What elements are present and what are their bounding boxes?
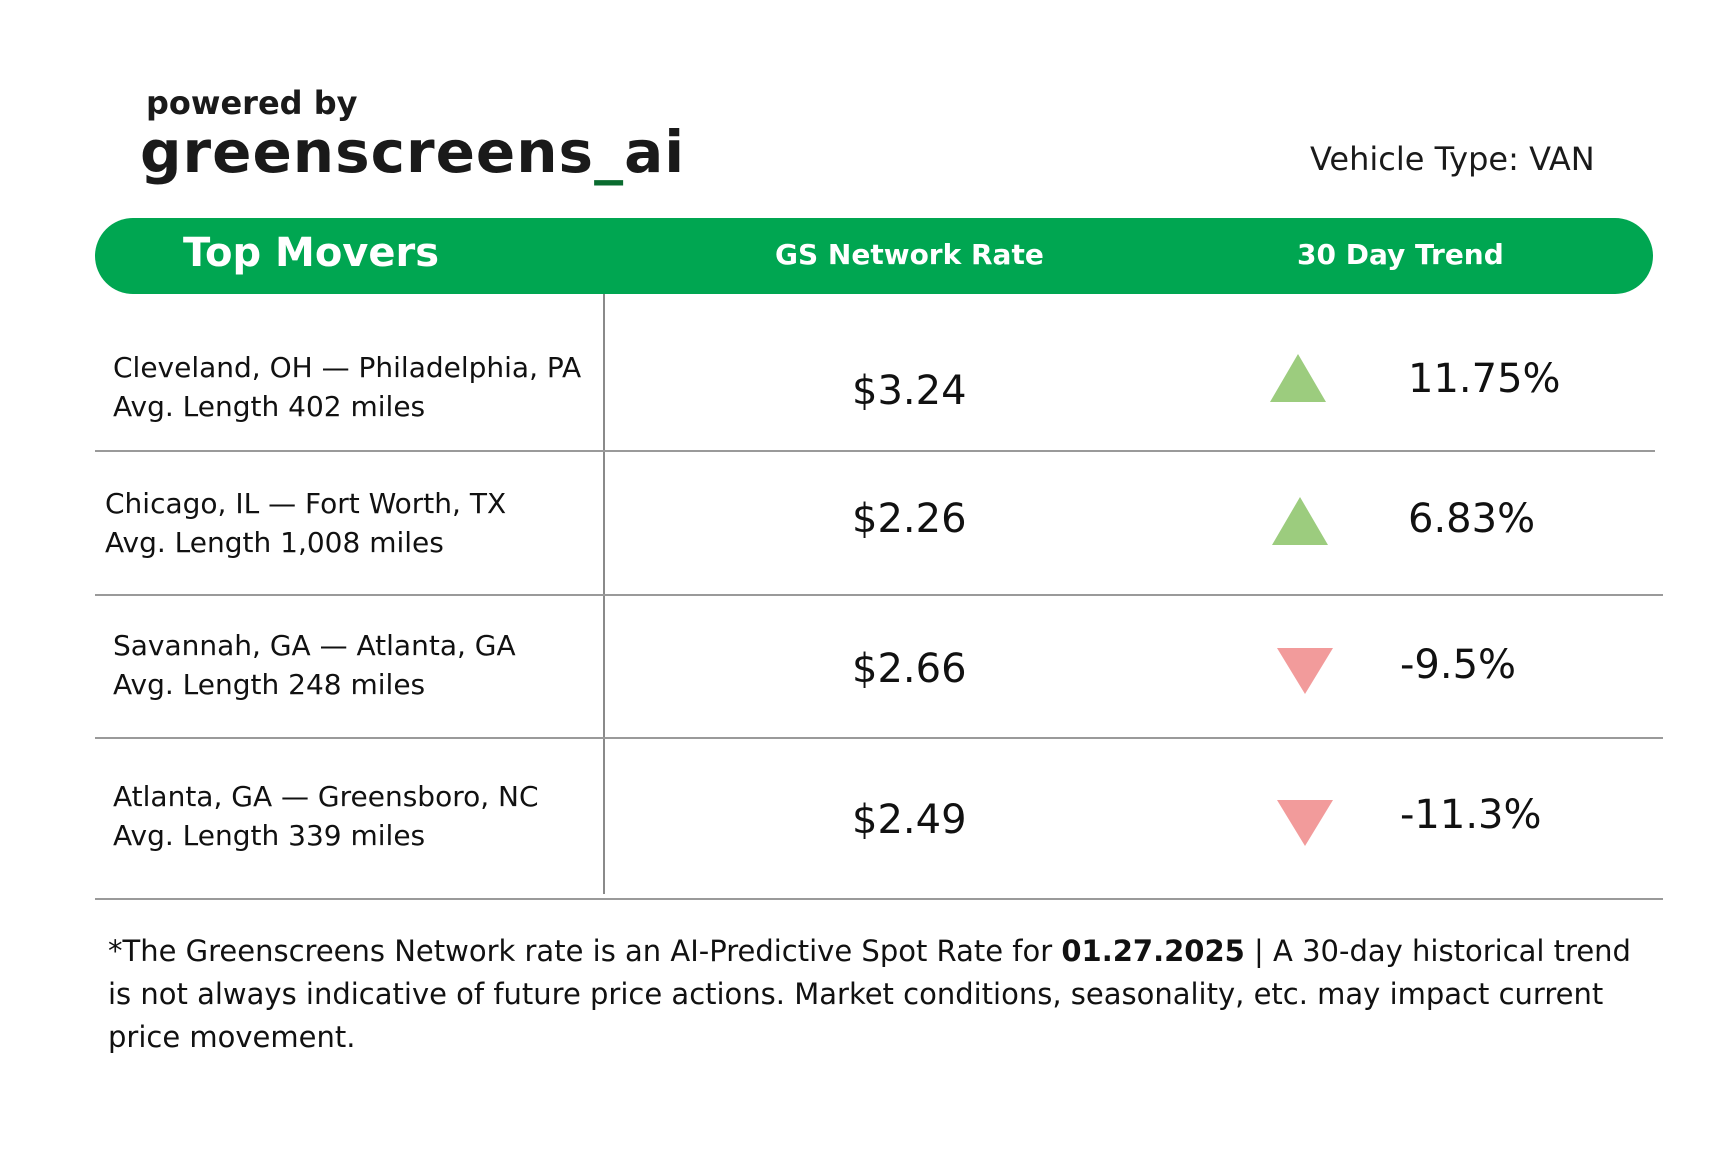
header-network-rate: GS Network Rate [775,238,1044,271]
footnote-text: *The Greenscreens Network rate is an AI-… [108,934,1062,968]
brand-name-main: greenscreens [140,118,595,186]
row-divider [95,737,1663,739]
network-rate: $2.66 [852,646,967,692]
header-30-day-trend: 30 Day Trend [1297,238,1504,271]
triangle-down-icon [1277,648,1333,694]
lane-info: Atlanta, GA — Greensboro, NC Avg. Length… [113,777,539,855]
trend-percent: 6.83% [1408,496,1536,542]
lane-length: Avg. Length 248 miles [113,668,426,701]
header-top-movers: Top Movers [183,230,440,276]
footnote: *The Greenscreens Network rate is an AI-… [108,930,1648,1059]
brand-tagline: powered by [146,84,358,122]
triangle-up-icon [1270,354,1326,402]
row-divider [95,594,1663,596]
triangle-up-icon [1272,497,1328,545]
brand-name-suffix: ai [624,118,686,186]
trend-percent: -11.3% [1400,792,1542,838]
trend-percent: 11.75% [1408,356,1561,402]
brand-name-underscore: _ [594,118,625,186]
lane-name: Atlanta, GA — Greensboro, NC [113,780,539,813]
lane-name: Cleveland, OH — Philadelphia, PA [113,351,582,384]
trend-percent: -9.5% [1400,642,1517,688]
lane-length: Avg. Length 1,008 miles [105,526,444,559]
lane-name: Chicago, IL — Fort Worth, TX [105,487,507,520]
lane-info: Savannah, GA — Atlanta, GA Avg. Length 2… [113,626,516,704]
vehicle-type: Vehicle Type: VAN [1310,140,1595,178]
row-divider [95,898,1663,900]
table-header-bar: Top Movers GS Network Rate 30 Day Trend [95,218,1653,294]
brand-logo: greenscreens_ai [140,118,685,186]
lane-name: Savannah, GA — Atlanta, GA [113,629,516,662]
lane-length: Avg. Length 339 miles [113,819,426,852]
network-rate: $2.26 [852,496,967,542]
lane-info: Cleveland, OH — Philadelphia, PA Avg. Le… [113,348,581,426]
triangle-down-icon [1277,800,1333,846]
lane-length: Avg. Length 402 miles [113,390,426,423]
lane-info: Chicago, IL — Fort Worth, TX Avg. Length… [105,484,506,562]
row-divider [95,450,1655,452]
footnote-text-continued: | A 30-day historical trend is not alway… [108,934,1631,1054]
network-rate: $3.24 [852,368,967,414]
network-rate: $2.49 [852,797,967,843]
footnote-date: 01.27.2025 [1061,934,1245,968]
